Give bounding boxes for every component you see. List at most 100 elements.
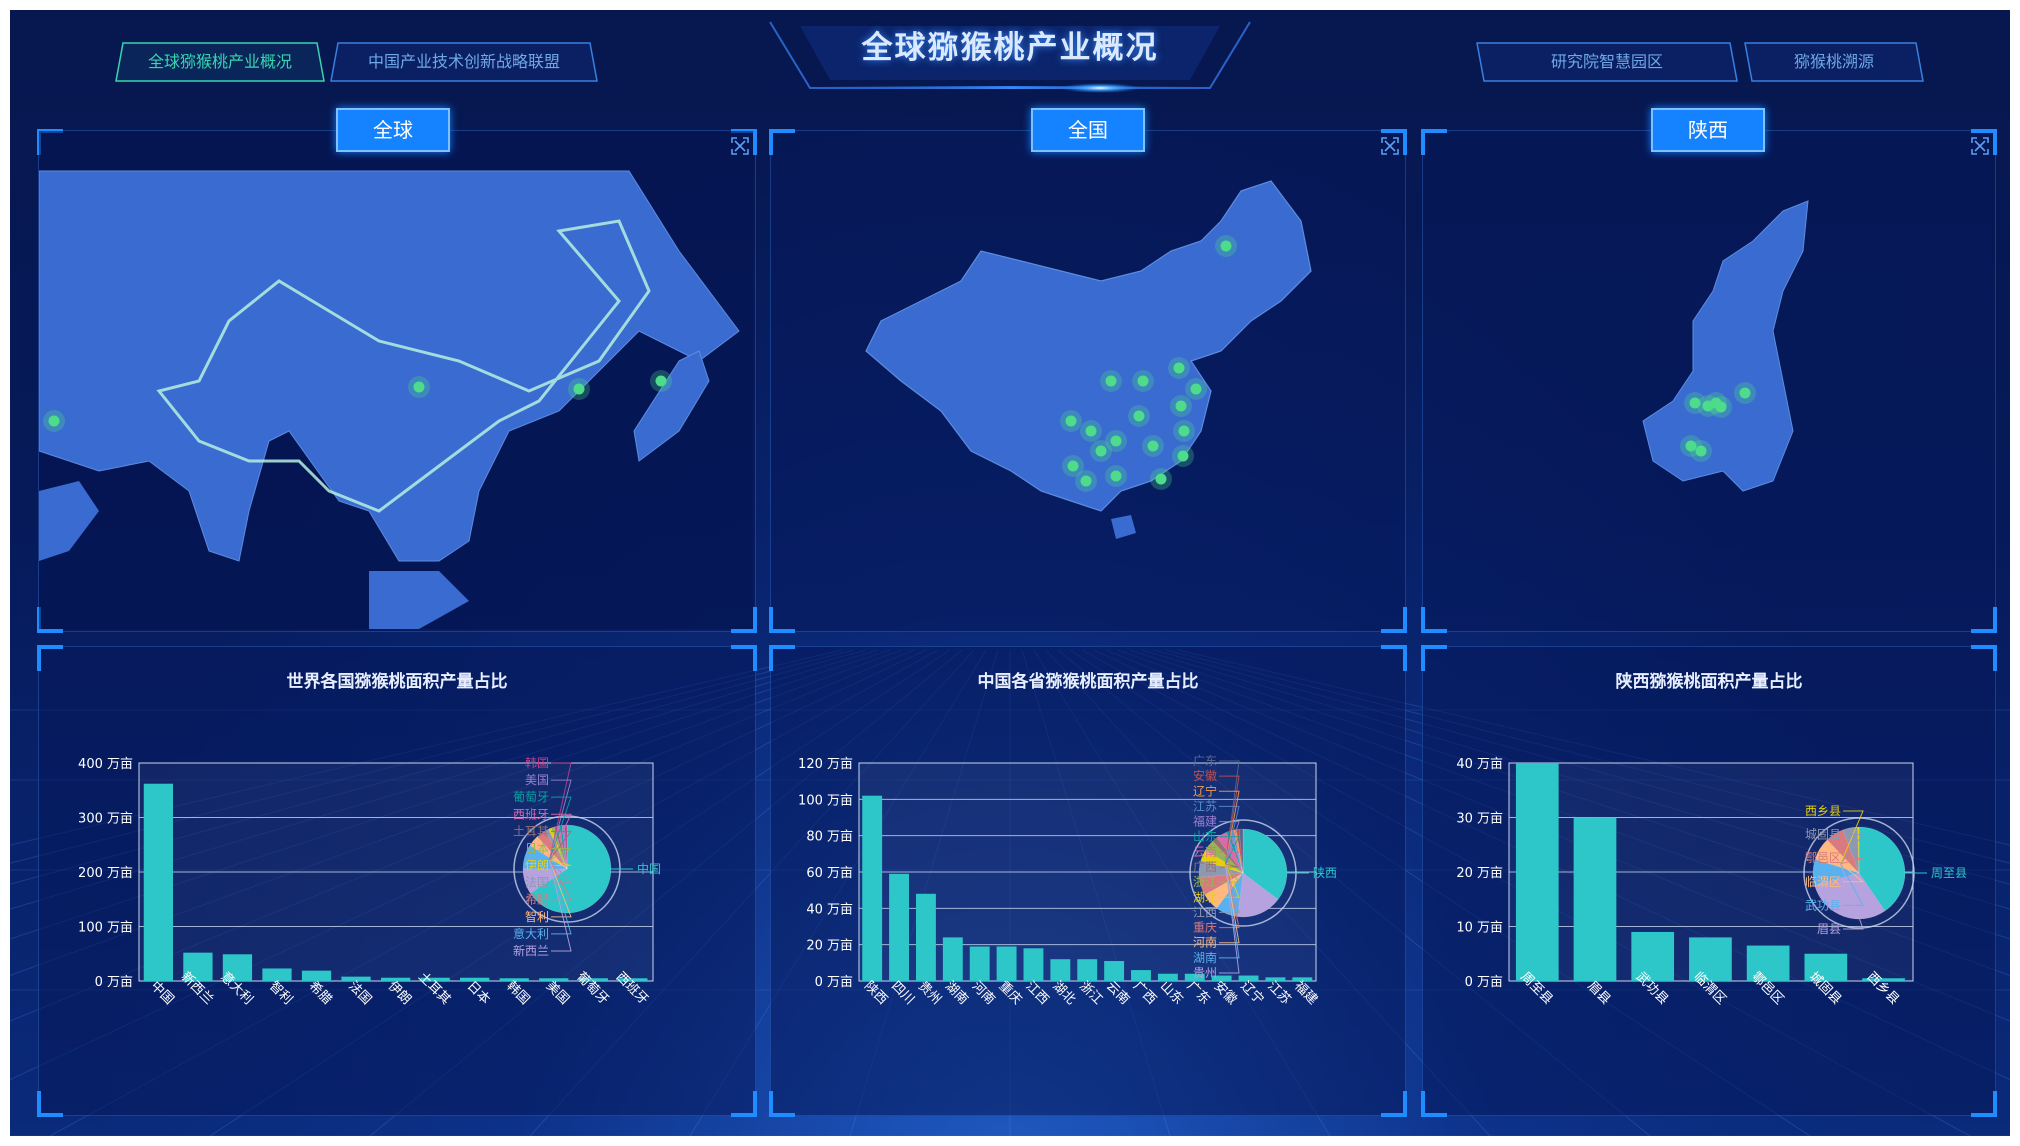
x-tick-label: 湖南 xyxy=(942,978,972,1008)
panel-corner xyxy=(769,1091,795,1117)
expand-icon[interactable] xyxy=(1381,137,1399,155)
pie-label-line xyxy=(1219,864,1240,974)
x-tick-label: 伊朗 xyxy=(385,979,414,1008)
pie-slice xyxy=(1216,831,1244,874)
x-tick-label: 福建 xyxy=(1291,979,1320,1008)
map-marker xyxy=(1095,445,1107,457)
x-tick-label: 云南 xyxy=(1103,978,1133,1008)
y-tick-label: 40 万亩 xyxy=(806,901,853,917)
nav-tab-traceability[interactable]: 猕猴桃溯源 xyxy=(1744,42,1924,82)
bar xyxy=(1292,977,1313,981)
pie-label: 辽宁 xyxy=(1193,783,1217,798)
panel-corner xyxy=(1381,129,1407,155)
nav-tab-global-overview[interactable]: 全球猕猴桃产业概况 xyxy=(115,42,325,82)
x-tick-label: 韩国 xyxy=(503,979,532,1008)
map-tab-shaanxi[interactable]: 陕西 xyxy=(1651,108,1765,152)
bar xyxy=(1050,959,1071,981)
bar xyxy=(1023,948,1044,981)
y-tick-label: 200 万亩 xyxy=(78,865,133,881)
map-marker xyxy=(1685,440,1697,452)
china-border xyxy=(156,219,651,513)
shaanxi-map[interactable] xyxy=(1423,131,1993,629)
bar xyxy=(301,970,332,981)
nav-tab-china-alliance[interactable]: 中国产业技术创新战略联盟 xyxy=(330,42,598,82)
pie-label-line xyxy=(1840,863,1864,906)
pie-label-line xyxy=(548,779,572,861)
pie-label: 安徽 xyxy=(1193,768,1217,783)
chart-panel-china: 中国各省猕猴桃面积产量占比 0 万亩 20 万亩 40 万亩 60 万亩 80 万亩 10… xyxy=(769,645,1407,1117)
map-marker xyxy=(1715,401,1727,413)
china-landmass xyxy=(865,180,1312,512)
bar xyxy=(1131,970,1151,981)
map-marker xyxy=(1133,410,1145,422)
y-tick-label: 120 万亩 xyxy=(798,756,853,772)
pie-label: 韩国 xyxy=(525,755,549,770)
y-tick-label: 100 万亩 xyxy=(78,920,133,936)
expand-icon[interactable] xyxy=(731,137,749,155)
bar xyxy=(1238,975,1259,981)
y-tick-label: 0 万亩 xyxy=(815,974,853,990)
sea-islands xyxy=(369,571,469,629)
pie-label: 广东 xyxy=(1193,754,1217,768)
pie-label-line xyxy=(1219,805,1240,865)
header-bar: 全球猕猴桃产业概况 中国产业技术创新战略联盟 全球猕猴桃产业概况 研究院智慧园区… xyxy=(10,10,2010,120)
china-map[interactable] xyxy=(771,131,1403,629)
nav-frame xyxy=(1744,42,1924,82)
bar xyxy=(262,968,292,981)
pie-label: 云南 xyxy=(1193,844,1217,859)
pie-label-line xyxy=(1219,821,1240,865)
pie-label-line xyxy=(1219,864,1240,898)
pie-label: 美国 xyxy=(525,773,549,787)
dashboard: 全球猕猴桃产业概况 中国产业技术创新战略联盟 全球猕猴桃产业概况 研究院智慧园区… xyxy=(10,10,2010,1136)
pie-label: 葡萄牙 xyxy=(513,790,549,804)
bar xyxy=(1211,975,1232,981)
y-tick-label: 80 万亩 xyxy=(806,829,853,845)
pie-slice xyxy=(522,845,568,870)
pie-label: 重庆 xyxy=(1193,921,1217,935)
x-tick-label: 广东 xyxy=(1184,979,1213,1008)
pie-label: 西乡县 xyxy=(1805,804,1841,818)
map-panel-china xyxy=(769,129,1407,633)
x-tick-label: 河南 xyxy=(969,978,999,1008)
map-marker xyxy=(573,383,585,395)
pie-slice xyxy=(544,828,568,870)
map-marker xyxy=(1689,397,1701,409)
panel-corner xyxy=(731,645,757,671)
pie-slice xyxy=(561,824,568,870)
pie-label-line xyxy=(1219,864,1240,944)
bar xyxy=(578,978,608,981)
expand-icon[interactable] xyxy=(1971,137,1989,155)
pie-label-line xyxy=(548,796,572,861)
map-tab-china[interactable]: 全国 xyxy=(1031,108,1145,152)
panel-corner xyxy=(1971,129,1997,155)
nav-tab-smart-park[interactable]: 研究院智慧园区 xyxy=(1476,42,1738,82)
pie-label-line xyxy=(548,813,572,861)
pie-label-line xyxy=(1219,863,1241,883)
map-marker xyxy=(1155,473,1167,485)
bar xyxy=(969,946,990,981)
x-tick-label: 江苏 xyxy=(1264,978,1294,1008)
pie-label: 伊朗 xyxy=(525,859,549,873)
map-tab-global[interactable]: 全球 xyxy=(336,108,450,152)
y-tick-label: 100 万亩 xyxy=(798,792,853,808)
map-marker xyxy=(1177,450,1189,462)
bar xyxy=(380,977,411,981)
map-marker xyxy=(1067,460,1079,472)
bar xyxy=(499,978,529,981)
y-tick-label: 400 万亩 xyxy=(78,756,133,772)
chart-title: 中国各省猕猴桃面积产量占比 xyxy=(977,672,1199,692)
pie-slice xyxy=(1198,872,1244,896)
pie-label: 临渭区 xyxy=(1805,875,1841,889)
map-marker xyxy=(1175,400,1187,412)
bar xyxy=(143,783,174,981)
chart-panel-shaanxi: 陕西猕猴桃面积产量占比 0 万亩 10 万亩 20 万亩 30 万亩 40 万亩 周至县眉… xyxy=(1421,645,1997,1117)
pie-slice xyxy=(1814,872,1886,920)
y-tick-label: 60 万亩 xyxy=(806,865,853,881)
page-title: 全球猕猴桃产业概况 xyxy=(861,30,1159,66)
pie-label-line xyxy=(1840,863,1864,930)
bar xyxy=(618,978,648,981)
bar xyxy=(1077,959,1098,981)
pie-label-line xyxy=(548,860,572,918)
world-map[interactable] xyxy=(39,131,753,629)
